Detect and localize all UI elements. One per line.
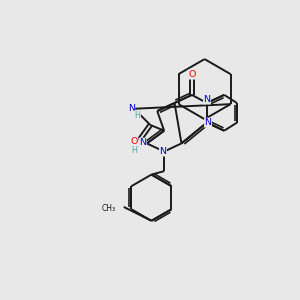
Text: O: O	[130, 137, 138, 146]
Text: N: N	[128, 104, 135, 113]
Text: N: N	[205, 118, 212, 127]
Text: O: O	[188, 70, 196, 79]
Text: H: H	[131, 146, 137, 155]
Text: CH₃: CH₃	[101, 204, 115, 213]
Text: N: N	[139, 138, 146, 147]
Text: H: H	[135, 110, 140, 119]
Text: N: N	[160, 147, 167, 156]
Text: N: N	[203, 95, 210, 104]
